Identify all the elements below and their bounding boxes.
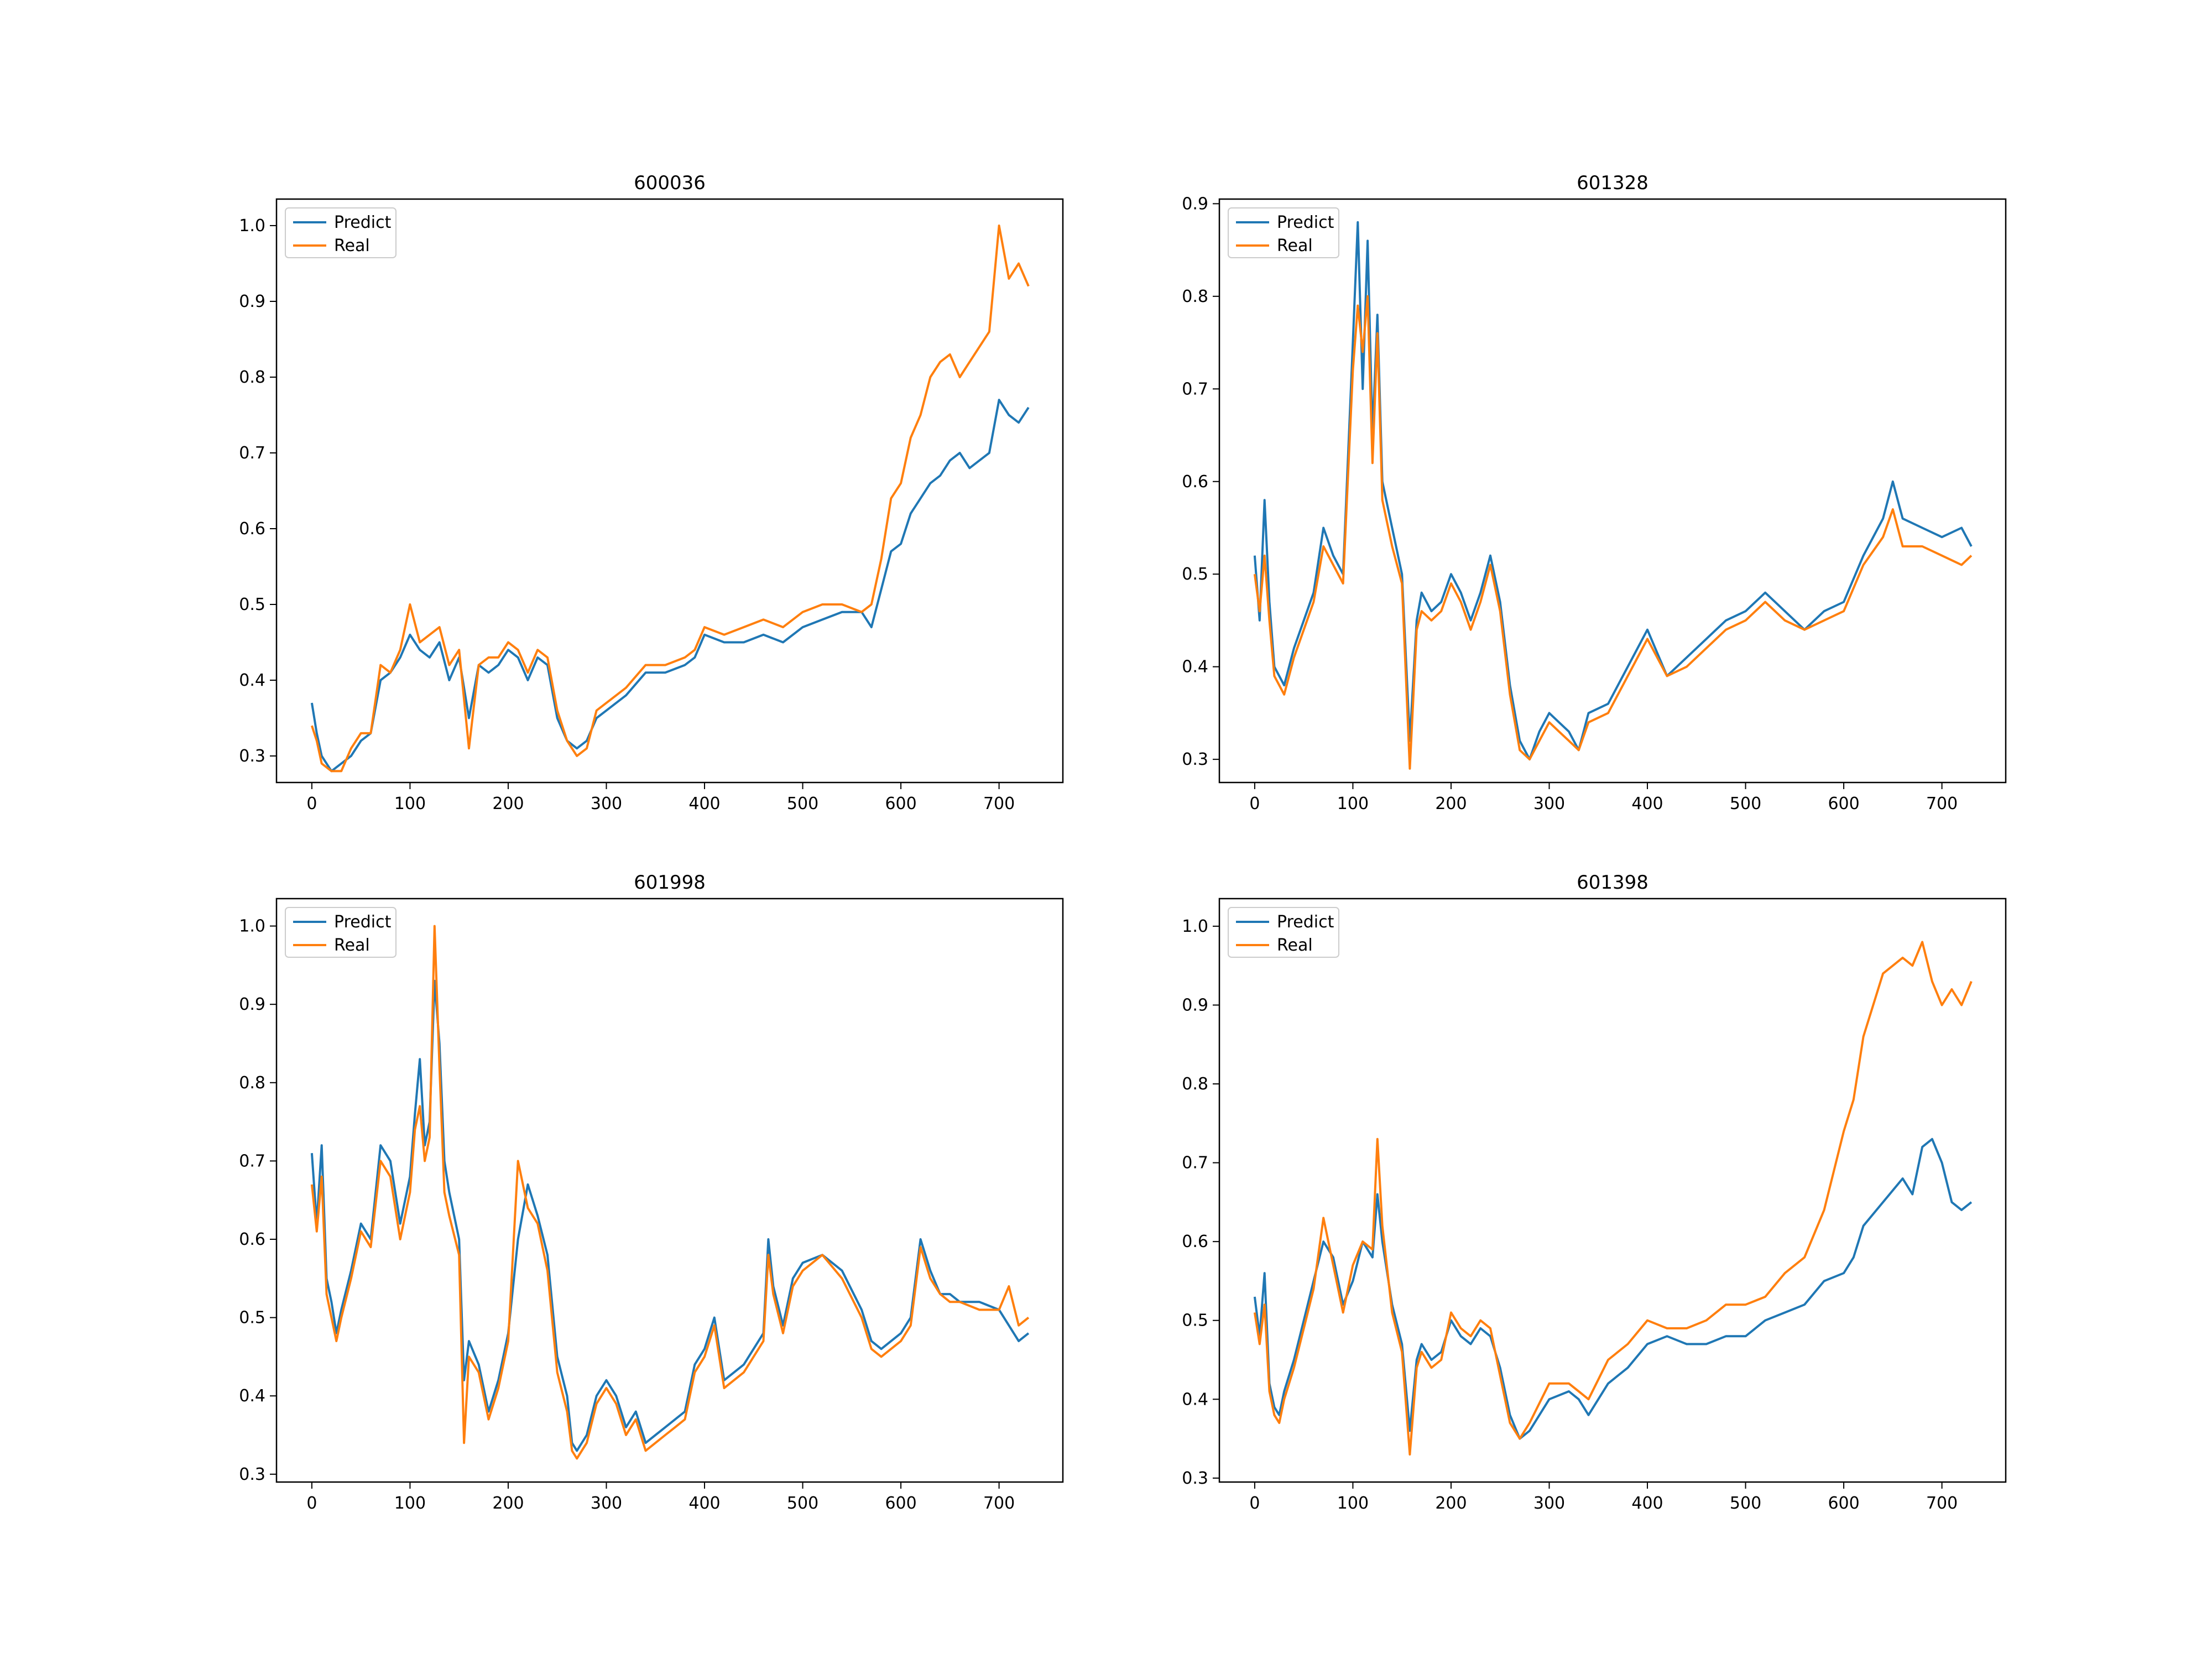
x-tick-label: 500 (787, 1494, 818, 1513)
y-tick-label: 0.7 (239, 444, 265, 463)
x-tick-label: 600 (1828, 1494, 1859, 1513)
y-tick-label: 0.8 (1182, 287, 1208, 306)
x-tick-label: 0 (306, 794, 317, 813)
legend: Predict Real (1228, 907, 1339, 958)
y-tick-label: 0.4 (239, 671, 265, 690)
legend-label-predict: Predict (334, 912, 392, 932)
y-tick-label: 1.0 (1182, 917, 1208, 936)
x-tick-label: 600 (1828, 794, 1859, 813)
x-tick-label: 0 (1249, 794, 1260, 813)
series-line-real (1253, 295, 1973, 770)
y-tick-label: 0.9 (239, 995, 265, 1014)
x-tick-label: 500 (1730, 794, 1761, 813)
y-tick-label: 0.6 (239, 1230, 265, 1249)
series-line-predict (310, 979, 1030, 1452)
legend-label-predict: Predict (1277, 912, 1334, 932)
y-tick-label: 0.3 (1182, 1469, 1208, 1488)
series-line-real (1253, 941, 1973, 1456)
y-tick-label: 1.0 (239, 216, 265, 236)
y-tick-label: 0.4 (239, 1386, 265, 1406)
legend: Predict Real (1228, 207, 1339, 258)
subplot-601998: 601998 0 100 200 300 400 500 600 700 0.3 0.4 0.5 0.6… (239, 872, 1064, 1513)
y-tick-label: 0.6 (239, 519, 265, 539)
chart-title: 601998 (634, 872, 706, 894)
legend-label-real: Real (1277, 236, 1313, 255)
x-tick-label: 700 (1926, 794, 1958, 813)
x-tick-label: 600 (885, 794, 916, 813)
x-tick-label: 300 (1533, 1494, 1565, 1513)
legend-label-real: Real (1277, 936, 1313, 955)
axes-frame (275, 898, 1064, 1483)
series-line-real (310, 925, 1030, 1460)
y-tick-label: 0.5 (239, 595, 265, 614)
x-tick-label: 100 (1337, 794, 1369, 813)
x-tick-label: 400 (688, 794, 720, 813)
legend-label-predict: Predict (1277, 213, 1334, 232)
y-tick-label: 0.9 (1182, 194, 1208, 213)
y-tick-label: 0.6 (1182, 472, 1208, 492)
y-tick-label: 0.3 (239, 747, 265, 766)
y-tick-label: 0.8 (239, 368, 265, 387)
y-tick-label: 0.8 (239, 1073, 265, 1093)
x-tick-label: 700 (983, 1494, 1015, 1513)
legend-label-predict: Predict (334, 213, 392, 232)
y-tick-label: 0.3 (239, 1465, 265, 1484)
y-tick-label: 0.4 (1182, 658, 1208, 677)
subplot-600036: 600036 0 100 200 300 400 500 600 700 0.3 0.4 0.5 0.6… (239, 172, 1064, 813)
x-tick-label: 400 (1631, 1494, 1663, 1513)
x-tick-label: 0 (1249, 1494, 1260, 1513)
chart-title: 601328 (1577, 172, 1648, 194)
y-tick-label: 0.9 (239, 292, 265, 311)
x-tick-label: 0 (306, 1494, 317, 1513)
y-tick-label: 0.9 (1182, 995, 1208, 1015)
x-tick-label: 400 (1631, 794, 1663, 813)
subplot-601328: 601328 0 100 200 300 400 500 600 700 0.3 0.4 0.5 0.6… (1182, 172, 2007, 813)
x-tick-label: 100 (1337, 1494, 1369, 1513)
x-tick-label: 500 (787, 794, 818, 813)
axes-frame (1218, 198, 2007, 784)
axes-frame (275, 198, 1064, 784)
x-tick-label: 400 (688, 1494, 720, 1513)
x-tick-label: 100 (394, 1494, 426, 1513)
x-tick-label: 200 (492, 794, 524, 813)
subplot-601398: 601398 0 100 200 300 400 500 600 700 0.3 0.4 0.5 0.6… (1182, 872, 2007, 1513)
axes-frame (1218, 898, 2007, 1483)
x-tick-label: 600 (885, 1494, 916, 1513)
x-tick-label: 300 (1533, 794, 1565, 813)
x-tick-label: 200 (1435, 794, 1467, 813)
y-tick-label: 1.0 (239, 917, 265, 936)
y-tick-label: 0.3 (1182, 750, 1208, 769)
x-tick-label: 300 (591, 1494, 622, 1513)
series-line-predict (1253, 221, 1973, 761)
legend-label-real: Real (334, 236, 370, 255)
legend: Predict Real (285, 907, 397, 958)
series-line-predict (1253, 1138, 1973, 1440)
y-tick-label: 0.5 (1182, 1311, 1208, 1331)
x-tick-label: 700 (1926, 1494, 1958, 1513)
chart-title: 600036 (634, 172, 706, 194)
y-tick-label: 0.5 (239, 1308, 265, 1328)
x-tick-label: 500 (1730, 1494, 1761, 1513)
y-tick-label: 0.7 (239, 1151, 265, 1171)
y-tick-label: 0.6 (1182, 1232, 1208, 1251)
legend: Predict Real (285, 207, 397, 258)
y-tick-label: 0.5 (1182, 565, 1208, 584)
x-tick-label: 700 (983, 794, 1015, 813)
y-tick-label: 0.4 (1182, 1390, 1208, 1409)
y-tick-label: 0.7 (1182, 379, 1208, 399)
x-tick-label: 200 (1435, 1494, 1467, 1513)
y-tick-label: 0.8 (1182, 1074, 1208, 1094)
x-tick-label: 100 (394, 794, 426, 813)
chart-title: 601398 (1577, 872, 1648, 894)
x-tick-label: 200 (492, 1494, 524, 1513)
y-tick-label: 0.7 (1182, 1154, 1208, 1173)
series-line-real (310, 225, 1030, 773)
x-tick-label: 300 (591, 794, 622, 813)
series-line-predict (310, 399, 1030, 773)
legend-label-real: Real (334, 936, 370, 955)
